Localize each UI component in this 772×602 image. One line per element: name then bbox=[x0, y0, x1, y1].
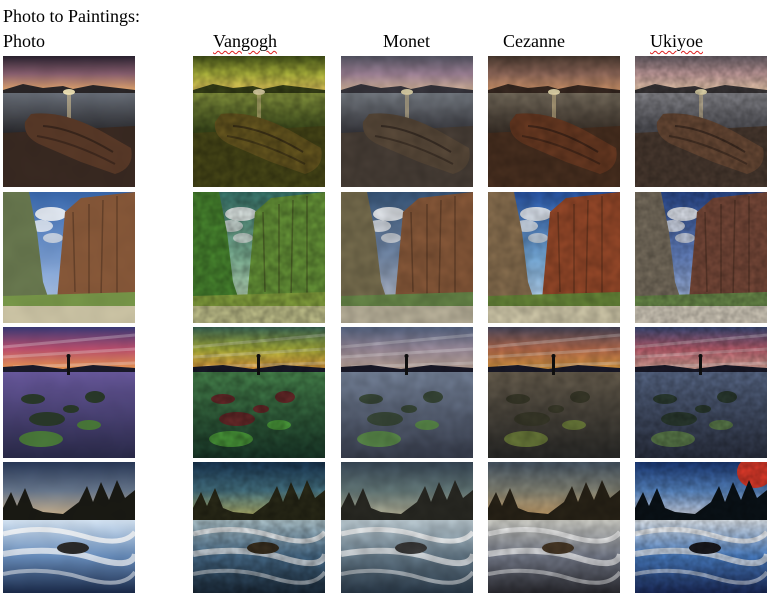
column-label-vangogh: Vangogh bbox=[213, 31, 277, 51]
column-label-ukiyoe: Ukiyoe bbox=[650, 31, 703, 51]
image-canyon-cliffs-ukiyoe bbox=[635, 192, 767, 323]
image-colorful-sunset-rocks-reflection-ukiyoe bbox=[635, 327, 767, 458]
image-sunset-lake-driftwood-ukiyoe bbox=[635, 56, 767, 187]
column-label-monet: Monet bbox=[383, 31, 430, 51]
image-colorful-sunset-rocks-reflection-photo bbox=[3, 327, 135, 458]
image-river-rapids-forest-vangogh bbox=[193, 462, 325, 593]
column-label-cezanne: Cezanne bbox=[503, 31, 565, 51]
image-canyon-cliffs-vangogh bbox=[193, 192, 325, 323]
column-label-photo: Photo bbox=[3, 31, 46, 51]
image-colorful-sunset-rocks-reflection-vangogh bbox=[193, 327, 325, 458]
image-river-rapids-forest-ukiyoe bbox=[635, 462, 767, 593]
image-sunset-lake-driftwood-photo bbox=[3, 56, 135, 187]
image-canyon-cliffs-photo bbox=[3, 192, 135, 323]
image-sunset-lake-driftwood-vangogh bbox=[193, 56, 325, 187]
image-canyon-cliffs-monet bbox=[341, 192, 473, 323]
image-canyon-cliffs-cezanne bbox=[488, 192, 620, 323]
image-colorful-sunset-rocks-reflection-monet bbox=[341, 327, 473, 458]
image-river-rapids-forest-photo bbox=[3, 462, 135, 593]
image-sunset-lake-driftwood-cezanne bbox=[488, 56, 620, 187]
image-river-rapids-forest-monet bbox=[341, 462, 473, 593]
image-river-rapids-forest-cezanne bbox=[488, 462, 620, 593]
image-sunset-lake-driftwood-monet bbox=[341, 56, 473, 187]
figure-title: Photo to Paintings: bbox=[3, 6, 141, 26]
image-colorful-sunset-rocks-reflection-cezanne bbox=[488, 327, 620, 458]
